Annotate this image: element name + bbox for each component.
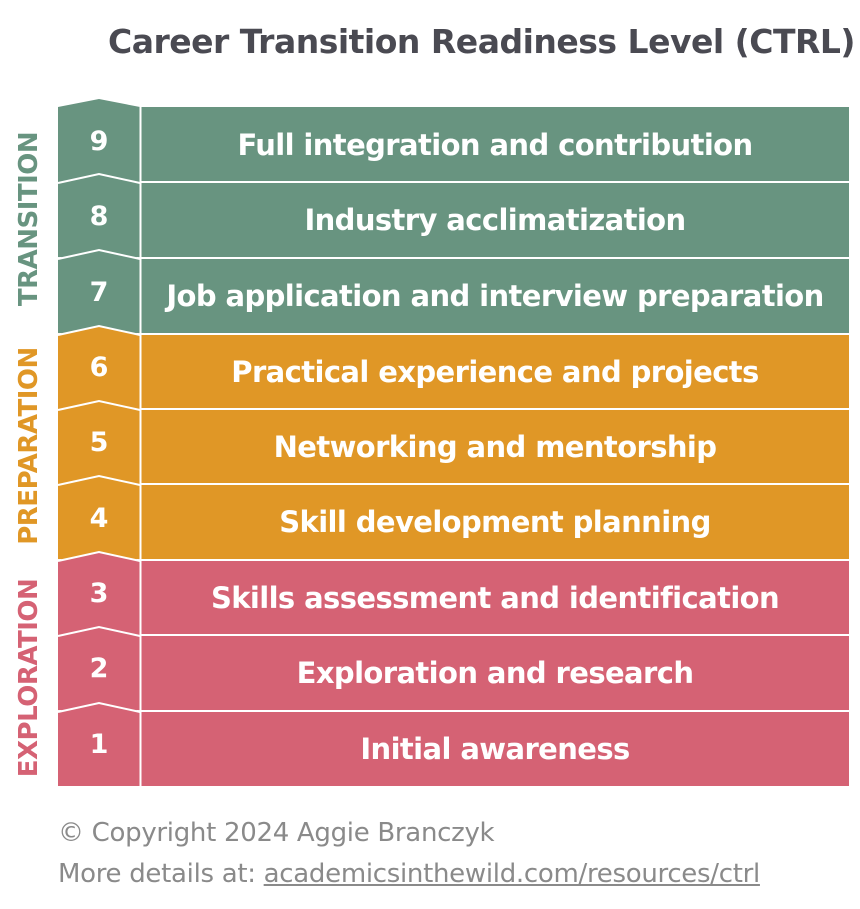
level-8-number: 8	[89, 200, 109, 232]
level-2-separator	[57, 625, 141, 637]
level-1-cell	[58, 703, 140, 786]
level-7-description: Job application and interview preparatio…	[166, 278, 824, 313]
level-3-cell	[58, 552, 140, 635]
level-4-separator	[57, 474, 141, 486]
level-6-description: Practical experience and projects	[231, 354, 759, 389]
level-4-number: 4	[89, 502, 109, 534]
level-5-separator	[57, 399, 141, 411]
level-1-bar	[141, 711, 849, 786]
details-link[interactable]: academicsinthewild.com/resources/ctrl	[263, 859, 761, 889]
level-8-cell	[58, 174, 140, 257]
details-prefix: More details at:	[58, 859, 264, 889]
level-6-bar	[141, 334, 849, 409]
level-1-description: Initial awareness	[360, 731, 630, 766]
level-9-number: 9	[89, 125, 109, 157]
level-6-cell	[58, 326, 140, 409]
level-5-number: 5	[89, 426, 109, 458]
level-6-separator	[57, 324, 141, 336]
level-1-separator	[57, 701, 141, 713]
copyright-text: © Copyright 2024 Aggie Branczyk	[58, 818, 495, 848]
level-2-description: Exploration and research	[296, 655, 694, 690]
level-3-number: 3	[89, 577, 109, 609]
level-4-description: Skill development planning	[279, 504, 711, 539]
level-1-number: 1	[89, 728, 109, 760]
level-2-cell	[58, 627, 140, 710]
level-2-bar	[141, 635, 849, 710]
level-7-cell	[58, 250, 140, 333]
level-9-description: Full integration and contribution	[237, 127, 753, 162]
level-8-bar	[141, 182, 849, 257]
page-title: Career Transition Readiness Level (CTRL)	[108, 22, 855, 61]
level-2-number: 2	[89, 652, 109, 684]
level-8-description: Industry acclimatization	[304, 202, 686, 237]
level-5-description: Networking and mentorship	[273, 429, 717, 464]
level-7-number: 7	[89, 276, 109, 308]
level-8-separator	[57, 172, 141, 184]
level-4-bar	[141, 484, 849, 559]
level-3-separator	[57, 550, 141, 562]
level-5-bar	[141, 409, 849, 484]
level-7-bar	[141, 258, 849, 333]
level-3-description: Skills assessment and identification	[210, 580, 780, 615]
level-4-cell	[58, 476, 140, 559]
level-3-bar	[141, 560, 849, 635]
level-5-cell	[58, 401, 140, 484]
level-9-bar	[141, 107, 849, 182]
level-9-cell	[58, 99, 140, 182]
details-line: More details at: academicsinthewild.com/…	[58, 859, 760, 889]
level-6-number: 6	[89, 351, 109, 383]
level-7-separator	[57, 248, 141, 260]
